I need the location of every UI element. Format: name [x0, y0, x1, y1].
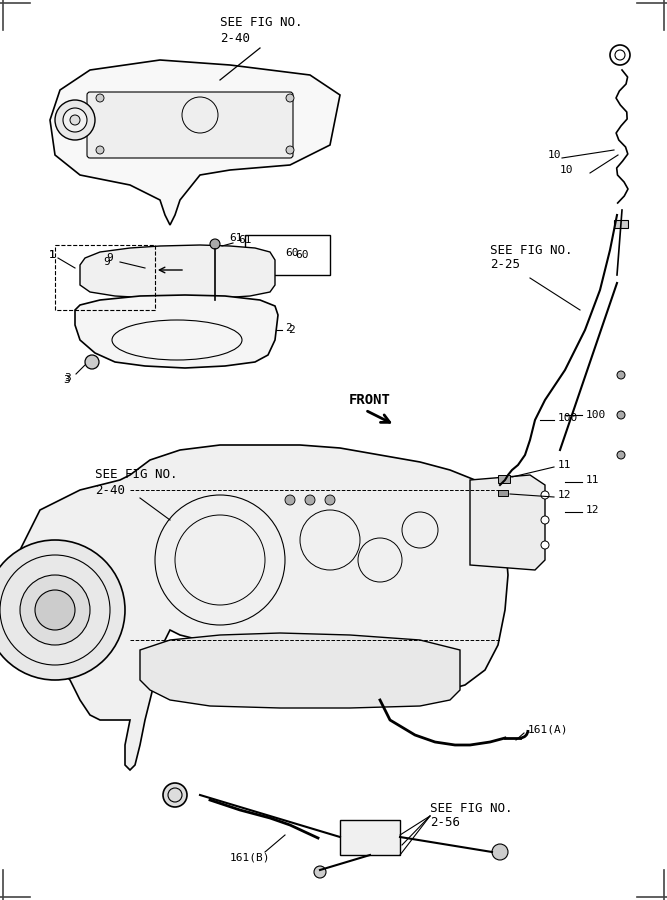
Text: 2-56: 2-56: [430, 815, 460, 829]
FancyBboxPatch shape: [87, 92, 293, 158]
Circle shape: [314, 866, 326, 878]
Text: 10: 10: [560, 165, 574, 175]
Bar: [55, 245, 155, 310]
Text: 2-40: 2-40: [95, 483, 125, 497]
Bar: [245, 235, 330, 275]
Text: 2-25: 2-25: [490, 258, 520, 272]
Text: 100: 100: [558, 413, 578, 423]
Text: 2: 2: [285, 323, 291, 333]
Circle shape: [20, 575, 90, 645]
Bar: [498, 490, 508, 496]
Circle shape: [286, 146, 294, 154]
Text: 12: 12: [586, 505, 600, 515]
Text: 3: 3: [65, 373, 71, 383]
Text: SEE FIG NO.: SEE FIG NO.: [220, 15, 303, 29]
Bar: [614, 220, 628, 228]
PathPatch shape: [140, 633, 460, 708]
Circle shape: [492, 844, 508, 860]
Text: SEE FIG NO.: SEE FIG NO.: [490, 244, 572, 256]
Text: 61: 61: [229, 233, 243, 243]
PathPatch shape: [75, 295, 278, 368]
Text: 60: 60: [285, 248, 299, 258]
Text: 9: 9: [107, 253, 113, 263]
Text: 2: 2: [288, 325, 295, 335]
Text: 10: 10: [548, 150, 562, 160]
Text: SEE FIG NO.: SEE FIG NO.: [430, 802, 512, 814]
Circle shape: [55, 100, 95, 140]
Text: 100: 100: [586, 410, 606, 420]
Bar: [498, 475, 510, 483]
Text: 2-40: 2-40: [220, 32, 250, 44]
Text: 12: 12: [558, 490, 572, 500]
Text: 161(B): 161(B): [229, 853, 270, 863]
Circle shape: [63, 108, 87, 132]
Circle shape: [85, 355, 99, 369]
Text: 3: 3: [63, 375, 71, 385]
Circle shape: [325, 495, 335, 505]
Circle shape: [285, 495, 295, 505]
Text: 61: 61: [238, 235, 251, 245]
Circle shape: [617, 371, 625, 379]
Circle shape: [0, 540, 125, 680]
Circle shape: [35, 590, 75, 630]
Circle shape: [70, 115, 80, 125]
Text: 1: 1: [49, 250, 55, 260]
Circle shape: [305, 495, 315, 505]
PathPatch shape: [470, 475, 545, 570]
PathPatch shape: [340, 820, 400, 855]
Circle shape: [541, 516, 549, 524]
PathPatch shape: [15, 445, 508, 770]
Circle shape: [286, 94, 294, 102]
Text: 11: 11: [586, 475, 600, 485]
Text: 11: 11: [558, 460, 572, 470]
Circle shape: [541, 491, 549, 499]
PathPatch shape: [80, 245, 275, 299]
Circle shape: [96, 146, 104, 154]
Circle shape: [163, 783, 187, 807]
Text: 9: 9: [103, 257, 110, 267]
Text: 1: 1: [49, 250, 55, 260]
PathPatch shape: [50, 60, 340, 225]
Circle shape: [96, 94, 104, 102]
Text: FRONT: FRONT: [349, 393, 391, 407]
Circle shape: [541, 541, 549, 549]
Circle shape: [617, 451, 625, 459]
Circle shape: [617, 411, 625, 419]
Circle shape: [210, 239, 220, 249]
Text: 60: 60: [295, 250, 309, 260]
Text: 161(A): 161(A): [528, 725, 568, 735]
Text: SEE FIG NO.: SEE FIG NO.: [95, 469, 177, 482]
